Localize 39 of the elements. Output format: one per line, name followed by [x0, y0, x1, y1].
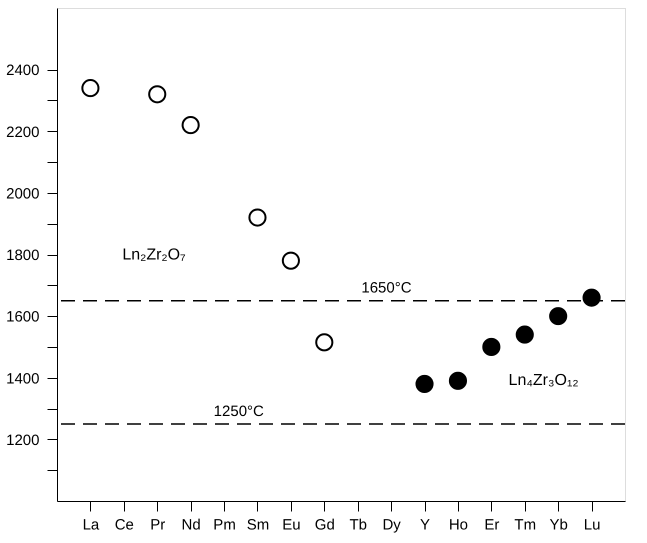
x-tick-label: Nd	[182, 516, 201, 534]
ref-line-label: 1250°C	[214, 402, 264, 420]
point	[516, 326, 534, 344]
y-tick-label: 1400	[6, 370, 40, 388]
ref-line-label: 1650°C	[361, 280, 412, 297]
point	[415, 374, 434, 393]
annotation: Ln₄Zr₃O₁₂	[508, 372, 579, 390]
x-tick-label: Tb	[349, 516, 367, 534]
point	[248, 208, 267, 227]
x-tick-label: Yb	[549, 516, 568, 534]
point	[482, 338, 500, 356]
point	[282, 252, 300, 270]
x-tick-label: Tm	[514, 516, 536, 534]
x-tick-label: Pr	[150, 516, 166, 534]
x-tick-label: Er	[484, 516, 500, 534]
y-tick-label: 1200	[6, 432, 40, 449]
y-tick-label: 2000	[6, 185, 40, 202]
x-tick-label: Y	[420, 516, 430, 534]
point	[182, 116, 200, 134]
x-tick-label: Lu	[584, 516, 600, 534]
x-tick-label: Gd	[314, 516, 335, 534]
x-tick-label: Ho	[448, 516, 468, 534]
y-tick-label: 2400	[6, 62, 40, 80]
point	[582, 288, 601, 307]
y-tick-label: 1600	[6, 308, 40, 326]
x-tick-label: Eu	[282, 516, 301, 534]
x-tick-label: Ce	[114, 516, 134, 534]
point	[315, 333, 334, 352]
point	[549, 307, 568, 326]
annotation: Ln₂Zr₂O₇	[122, 246, 186, 264]
x-tick-label: Dy	[382, 516, 402, 534]
x-tick-label: Sm	[246, 516, 270, 534]
x-tick-label: Pm	[213, 516, 236, 534]
point	[148, 85, 166, 104]
y-tick-label: 1800	[6, 247, 40, 264]
point	[448, 372, 468, 390]
x-tick-label: La	[82, 516, 100, 534]
y-tick-label: 2200	[6, 124, 40, 141]
point	[81, 79, 100, 98]
